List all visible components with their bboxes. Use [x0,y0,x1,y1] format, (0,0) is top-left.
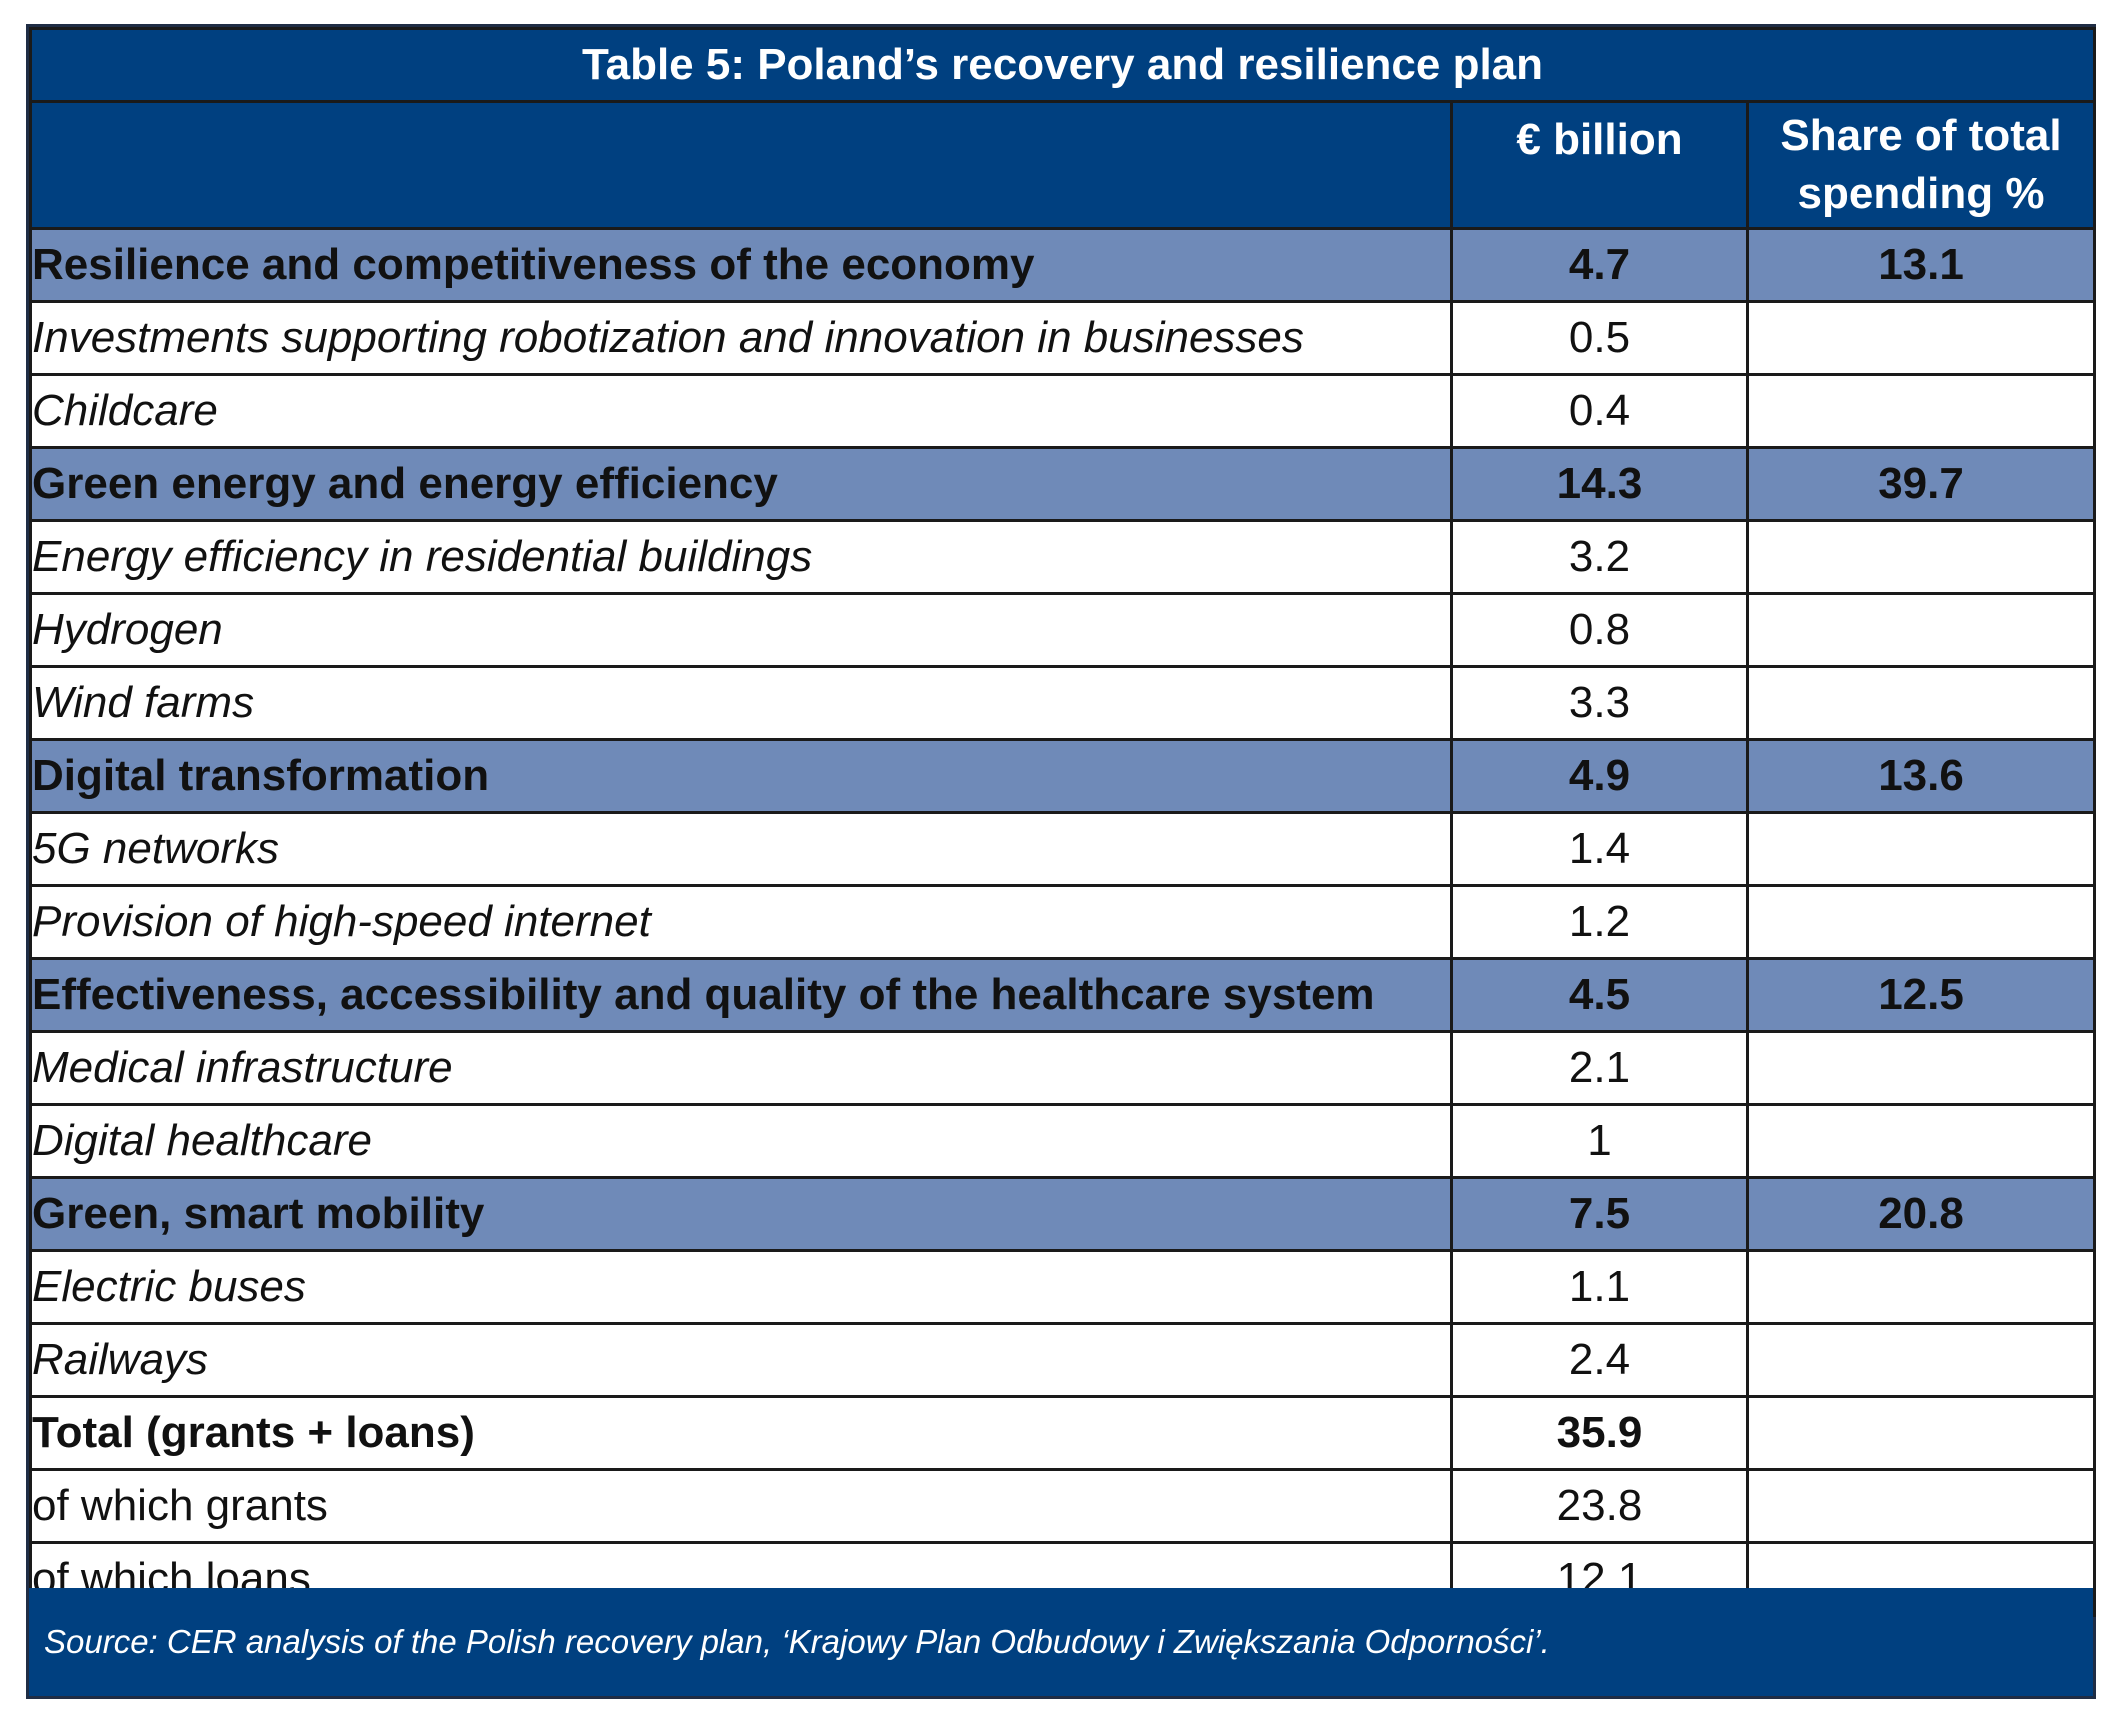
column-header-value: € billion [1450,100,1749,230]
row-value: 4.5 [1450,957,1749,1033]
row-share [1745,1249,2097,1325]
row-share [1745,1030,2097,1106]
row-label: Digital transformation [29,738,1453,814]
table-row: Railways 2.4 [29,1322,2097,1398]
column-header-share-text: Share of total spending % [1780,111,2062,218]
row-share: 13.6 [1745,738,2097,814]
table-row: Wind farms 3.3 [29,665,2097,741]
table-row: Hydrogen 0.8 [29,592,2097,668]
row-share [1745,1322,2097,1398]
row-share: 20.8 [1745,1176,2097,1252]
row-label: Wind farms [29,665,1453,741]
row-value: 1 [1450,1103,1749,1179]
table-row: 5G networks 1.4 [29,811,2097,887]
row-label: Digital healthcare [29,1103,1453,1179]
section-row: Green energy and energy efficiency 14.3 39… [29,446,2097,522]
row-share [1745,884,2097,960]
table-row: Investments supporting robotization and … [29,300,2097,376]
row-share [1745,519,2097,595]
row-label: of which grants [29,1468,1453,1544]
row-value: 0.5 [1450,300,1749,376]
row-value: 23.8 [1450,1468,1749,1544]
row-value: 14.3 [1450,446,1749,522]
section-row: Effectiveness, accessibility and quality… [29,957,2097,1033]
column-header-label [29,100,1453,230]
row-share: 13.1 [1745,227,2097,303]
column-header-share: Share of total spending % [1745,100,2097,230]
row-value: 3.2 [1450,519,1749,595]
row-share [1745,811,2097,887]
row-value: 4.9 [1450,738,1749,814]
row-label: 5G networks [29,811,1453,887]
row-label: Childcare [29,373,1453,449]
row-label: Total (grants + loans) [29,1395,1453,1471]
row-value: 3.3 [1450,665,1749,741]
row-label: Medical infrastructure [29,1030,1453,1106]
data-table: Table 5: Poland’s recovery and resilienc… [28,27,2097,1617]
row-label: Railways [29,1322,1453,1398]
row-share: 39.7 [1745,446,2097,522]
table-row: Energy efficiency in residential buildin… [29,519,2097,595]
table-row: Medical infrastructure 2.1 [29,1030,2097,1106]
row-value: 7.5 [1450,1176,1749,1252]
row-value: 1.4 [1450,811,1749,887]
table-title: Table 5: Poland’s recovery and resilienc… [28,27,2097,103]
row-value: 4.7 [1450,227,1749,303]
row-label: Provision of high-speed internet [29,884,1453,960]
table-row: Digital healthcare 1 [29,1103,2097,1179]
row-share [1745,1103,2097,1179]
row-share [1745,373,2097,449]
table-row: Provision of high-speed internet 1.2 [29,884,2097,960]
row-share [1745,300,2097,376]
row-share [1745,665,2097,741]
row-value: 0.4 [1450,373,1749,449]
row-share [1745,1468,2097,1544]
row-label: Effectiveness, accessibility and quality… [29,957,1453,1033]
row-label: Energy efficiency in residential buildin… [29,519,1453,595]
table-row: Electric buses 1.1 [29,1249,2097,1325]
table-row: of which grants 23.8 [29,1468,2097,1544]
row-label: Resilience and competitiveness of the ec… [29,227,1453,303]
row-value: 0.8 [1450,592,1749,668]
row-share [1745,1395,2097,1471]
row-share [1745,592,2097,668]
row-label: Green, smart mobility [29,1176,1453,1252]
table-row: Total (grants + loans) 35.9 [29,1395,2097,1471]
table-row: Childcare 0.4 [29,373,2097,449]
row-share: 12.5 [1745,957,2097,1033]
row-value: 2.4 [1450,1322,1749,1398]
row-label: Electric buses [29,1249,1453,1325]
section-row: Green, smart mobility 7.5 20.8 [29,1176,2097,1252]
row-label: Hydrogen [29,592,1453,668]
row-label: Investments supporting robotization and … [29,300,1453,376]
row-value: 1.2 [1450,884,1749,960]
row-label: Green energy and energy efficiency [29,446,1453,522]
row-value: 2.1 [1450,1030,1749,1106]
source-note: Source: CER analysis of the Polish recov… [29,1588,2093,1696]
column-header-row: € billion Share of total spending % [29,100,2097,230]
section-row: Digital transformation 4.9 13.6 [29,738,2097,814]
row-value: 1.1 [1450,1249,1749,1325]
row-value: 35.9 [1450,1395,1749,1471]
table-frame: Table 5: Poland’s recovery and resilienc… [26,24,2097,1699]
section-row: Resilience and competitiveness of the ec… [29,227,2097,303]
